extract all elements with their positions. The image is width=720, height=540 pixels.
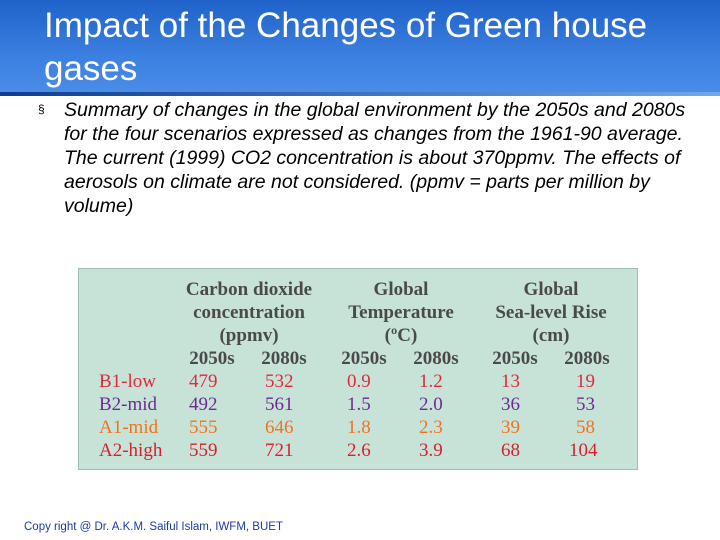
table-cell: 13 xyxy=(501,371,520,392)
table-cell: 19 xyxy=(576,371,595,392)
group-header-temp-line2: Temperature xyxy=(348,302,454,323)
table-cell: 2.0 xyxy=(419,394,443,415)
bullet-item: § Summary of changes in the global envir… xyxy=(38,98,698,218)
year-header: 2050s xyxy=(341,348,387,369)
title-bar xyxy=(0,0,720,92)
copyright-footer: Copy right @ Dr. A.K.M. Saiful Islam, IW… xyxy=(24,521,283,533)
table-cell: 2.6 xyxy=(347,440,371,461)
table-cell: 555 xyxy=(189,417,218,438)
table-cell: 53 xyxy=(576,394,595,415)
table-cell: 532 xyxy=(265,371,294,392)
year-header: 2050s xyxy=(189,348,235,369)
table-cell: 2.3 xyxy=(419,417,443,438)
group-header-sea-line1: Global xyxy=(523,279,579,300)
group-header-co2-line2: concentration xyxy=(193,302,305,323)
group-header-sea-line2: Sea-level Rise xyxy=(495,302,607,323)
year-header: 2050s xyxy=(492,348,538,369)
year-header: 2080s xyxy=(261,348,307,369)
row-label-a1-mid: A1-mid xyxy=(99,417,159,438)
table-cell: 1.5 xyxy=(347,394,371,415)
table-cell: 68 xyxy=(501,440,520,461)
row-label-b2-mid: B2-mid xyxy=(99,394,158,415)
slide-title: Impact of the Changes of Green house gas… xyxy=(44,6,648,88)
year-header: 2080s xyxy=(564,348,610,369)
table-cell: 479 xyxy=(189,371,218,392)
table-cell: 561 xyxy=(265,394,294,415)
group-header-co2-line3: (ppmv) xyxy=(219,325,279,346)
table-cell: 36 xyxy=(501,394,520,415)
table-cell: 1.2 xyxy=(419,371,443,392)
group-header-temp-line1: Global xyxy=(373,279,429,300)
row-label-b1-low: B1-low xyxy=(99,371,156,392)
group-header-sea-line3: (cm) xyxy=(532,325,570,346)
table-cell: 0.9 xyxy=(347,371,371,392)
table-cell: 721 xyxy=(265,440,294,461)
table-cell: 39 xyxy=(501,417,520,438)
table-cell: 104 xyxy=(569,440,598,461)
table-cell: 58 xyxy=(576,417,595,438)
table-cell: 559 xyxy=(189,440,218,461)
title-bar-accent xyxy=(0,92,720,96)
scenario-table: Carbon dioxide concentration (ppmv) Glob… xyxy=(78,268,638,470)
bullet-marker-icon: § xyxy=(38,102,45,116)
row-label-a2-high: A2-high xyxy=(99,440,163,461)
table-cell: 3.9 xyxy=(419,440,443,461)
group-header-co2-line1: Carbon dioxide xyxy=(185,279,313,300)
bullet-text: Summary of changes in the global environ… xyxy=(64,99,686,217)
table-cell: 1.8 xyxy=(347,417,371,438)
year-header: 2080s xyxy=(413,348,459,369)
group-header-temp-line3: (ºC) xyxy=(384,325,418,346)
table-cell: 492 xyxy=(189,394,218,415)
table-cell: 646 xyxy=(265,417,294,438)
